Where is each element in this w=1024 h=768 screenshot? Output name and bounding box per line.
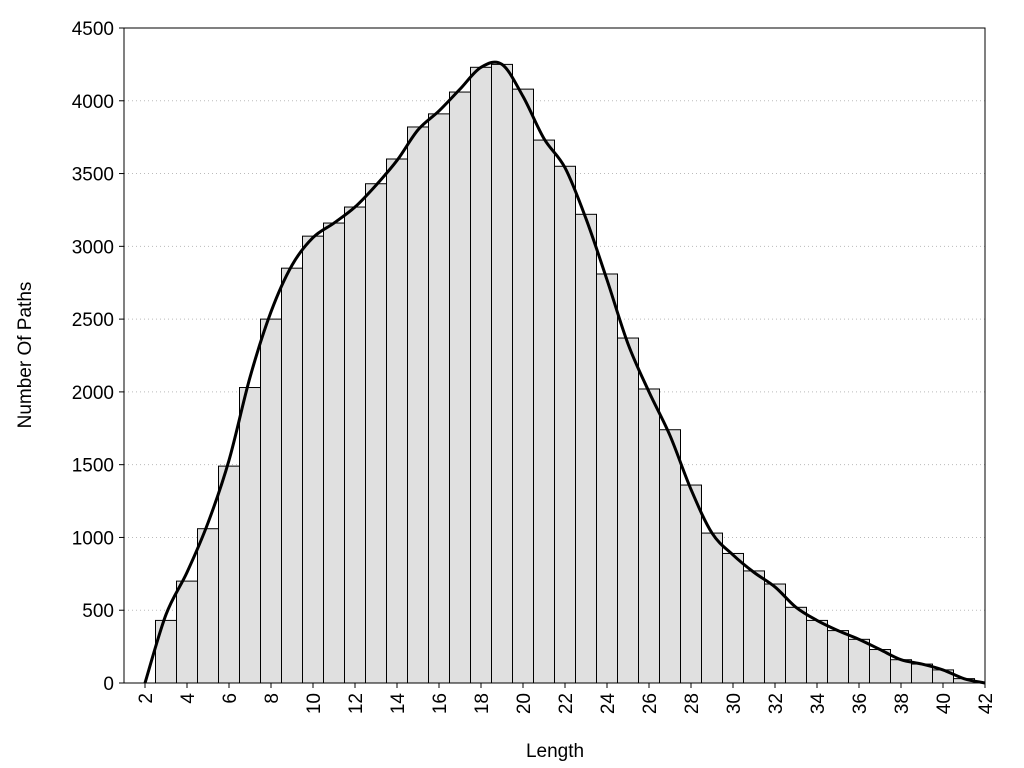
bar <box>701 532 723 684</box>
x-axis-label: Length <box>526 741 584 762</box>
x-tick-label: 32 <box>766 693 787 714</box>
x-tick-label: 10 <box>304 693 325 714</box>
bar <box>806 619 828 684</box>
bar <box>155 619 177 684</box>
y-tick-label: 1500 <box>72 456 114 477</box>
density-curve <box>143 60 986 685</box>
x-tick-label: 40 <box>934 693 955 714</box>
x-tick-label: 12 <box>346 693 367 714</box>
bar <box>827 630 849 684</box>
x-tick-label: 30 <box>724 693 745 714</box>
bar <box>218 465 240 684</box>
x-tick-label: 2 <box>136 693 157 704</box>
x-tick-label: 22 <box>556 693 577 714</box>
x-tick-label: 42 <box>976 693 997 714</box>
bar <box>260 318 282 684</box>
bar <box>449 91 471 684</box>
y-tick-label: 3500 <box>72 165 114 186</box>
y-tick-label: 3000 <box>72 237 114 258</box>
y-tick-label: 1000 <box>72 528 114 549</box>
x-tick-label: 28 <box>682 693 703 714</box>
bar <box>659 429 681 684</box>
y-tick-label: 4000 <box>72 92 114 113</box>
x-tick-label: 34 <box>808 693 829 715</box>
y-tick-label: 2500 <box>72 310 114 331</box>
bar <box>281 267 303 684</box>
bar <box>680 484 702 684</box>
x-tick-label: 6 <box>220 693 241 704</box>
x-tick-label: 4 <box>178 693 199 704</box>
bar <box>491 63 513 684</box>
y-tick-label: 0 <box>103 674 114 695</box>
y-axis-label: Number Of Paths <box>15 282 36 429</box>
bar <box>386 158 408 684</box>
x-tick-label: 16 <box>430 693 451 714</box>
bar <box>722 552 744 684</box>
bar <box>848 638 870 684</box>
bar <box>554 165 576 684</box>
bar <box>596 273 618 684</box>
bar <box>470 66 492 684</box>
bar <box>575 213 597 684</box>
bar <box>785 606 807 684</box>
bar <box>407 126 429 684</box>
bar <box>638 388 660 684</box>
bar <box>743 570 765 684</box>
bar <box>239 387 261 684</box>
bar <box>365 183 387 684</box>
bar <box>302 235 324 684</box>
x-tick-label: 8 <box>262 693 283 704</box>
y-tick-label: 2000 <box>72 383 114 404</box>
bar <box>323 222 345 684</box>
x-tick-label: 38 <box>892 693 913 714</box>
bar <box>428 113 450 684</box>
bar <box>617 337 639 684</box>
y-tick-label: 500 <box>82 601 114 622</box>
bar <box>176 580 198 684</box>
x-tick-label: 24 <box>598 693 619 715</box>
bar <box>764 583 786 684</box>
bar <box>890 659 912 684</box>
bar <box>512 88 534 684</box>
plot-frame <box>123 27 986 684</box>
bar <box>344 206 366 684</box>
x-tick-label: 14 <box>388 693 409 715</box>
x-tick-label: 36 <box>850 693 871 714</box>
y-tick-label: 4500 <box>72 19 114 40</box>
bar <box>533 139 555 684</box>
x-tick-label: 18 <box>472 693 493 714</box>
bar <box>197 528 219 684</box>
x-tick-label: 20 <box>514 693 535 714</box>
x-tick-label: 26 <box>640 693 661 714</box>
